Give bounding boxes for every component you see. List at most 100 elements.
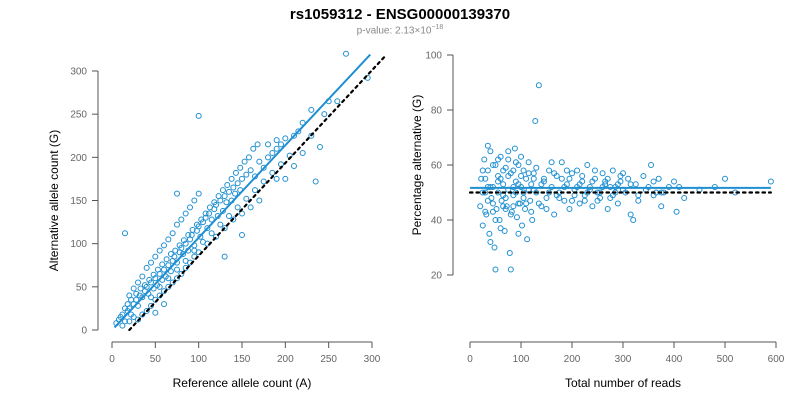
data-point: [648, 162, 655, 168]
data-point: [204, 225, 211, 232]
data-point: [484, 142, 491, 149]
data-point: [505, 173, 512, 179]
data-point: [171, 253, 178, 260]
data-point: [498, 197, 505, 204]
data-point: [515, 200, 522, 207]
data-point: [247, 167, 254, 174]
data-point: [483, 211, 490, 218]
data-point: [122, 305, 128, 312]
data-point: [128, 296, 135, 303]
data-point: [126, 318, 133, 325]
data-point: [122, 318, 128, 325]
data-point: [492, 266, 499, 273]
data-point: [148, 302, 154, 309]
data-point: [230, 216, 237, 223]
data-point: [524, 236, 531, 243]
data-point: [525, 159, 532, 166]
data-point: [599, 170, 606, 177]
data-point: [185, 232, 192, 239]
data-point: [658, 203, 665, 210]
y-tick-label: 50: [76, 282, 88, 293]
x-tick-label: 100: [190, 354, 207, 365]
data-point: [522, 206, 529, 212]
data-point: [489, 208, 496, 215]
data-point: [507, 266, 514, 273]
data-point: [579, 173, 586, 179]
data-point: [673, 208, 680, 215]
data-point: [503, 203, 510, 210]
data-point: [143, 308, 150, 315]
data-point: [148, 294, 154, 301]
data-point: [174, 266, 180, 273]
pvalue-exponent: −18: [431, 24, 444, 31]
x-tick-label: 200: [277, 354, 294, 365]
data-point: [243, 171, 250, 178]
x-tick-label: 0: [467, 354, 473, 365]
data-point: [530, 170, 537, 177]
data-point: [511, 145, 518, 152]
data-point: [515, 230, 522, 237]
data-point: [589, 203, 596, 210]
data-point: [681, 195, 688, 201]
data-point: [172, 247, 179, 254]
data-point: [505, 148, 512, 155]
data-point: [627, 181, 634, 188]
y-tick-label: 60: [431, 161, 443, 172]
reference-line: [128, 55, 387, 332]
data-point: [141, 282, 148, 289]
data-point: [239, 175, 245, 182]
y-tick-label: 300: [70, 67, 87, 78]
data-point: [133, 290, 140, 297]
data-point: [630, 217, 637, 223]
data-point: [195, 112, 202, 119]
data-point: [180, 251, 187, 258]
data-point: [495, 178, 502, 185]
data-point: [671, 178, 677, 185]
data-point: [617, 173, 624, 179]
data-point: [635, 197, 642, 204]
data-point: [219, 187, 226, 194]
data-point: [143, 264, 150, 271]
data-point: [221, 193, 228, 200]
data-point: [510, 167, 517, 174]
data-point: [479, 222, 486, 229]
y-tick-label: 100: [425, 51, 442, 62]
x-tick-label: 300: [364, 354, 381, 365]
data-point: [206, 210, 213, 217]
data-point: [529, 217, 536, 223]
data-point: [152, 253, 159, 260]
data-point: [484, 167, 491, 174]
data-point: [532, 118, 539, 124]
data-point: [198, 216, 205, 223]
data-point: [505, 156, 512, 163]
data-point: [282, 175, 289, 182]
data-point: [215, 193, 222, 200]
data-point: [161, 242, 167, 249]
data-point: [520, 167, 527, 174]
data-point: [154, 266, 161, 273]
data-point: [604, 206, 611, 212]
data-point: [189, 226, 196, 233]
data-point: [211, 199, 218, 206]
data-point: [174, 275, 180, 282]
x-tick-label: 400: [666, 354, 683, 365]
x-tick-label: 500: [717, 354, 734, 365]
data-point: [576, 200, 583, 207]
data-point: [551, 170, 558, 177]
data-point: [269, 169, 276, 176]
pvalue-text: p-value: 2.13×10: [356, 25, 432, 37]
y-axis-label: Percentage alternative (G): [410, 95, 424, 236]
data-point: [482, 208, 489, 215]
data-point: [530, 175, 537, 182]
data-point: [548, 159, 555, 166]
data-point: [119, 322, 126, 329]
data-point: [226, 188, 232, 195]
data-point: [174, 190, 180, 197]
data-point: [481, 156, 488, 163]
data-point: [543, 195, 550, 201]
data-point: [487, 148, 494, 155]
data-point: [221, 253, 228, 260]
y-tick-label: 100: [70, 239, 87, 250]
data-point: [546, 167, 553, 174]
